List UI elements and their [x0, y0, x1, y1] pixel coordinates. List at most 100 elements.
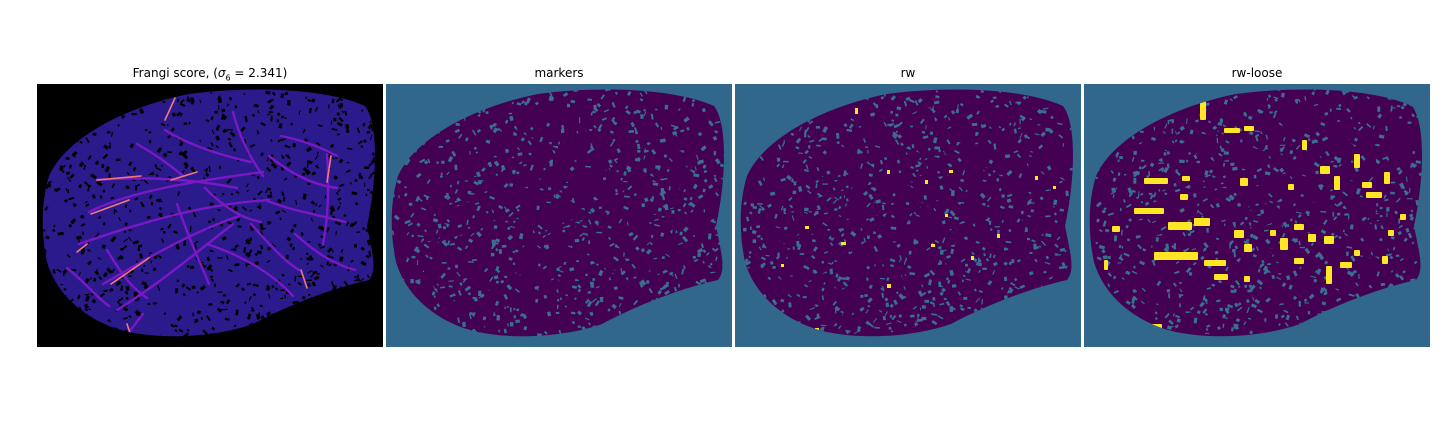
texture-pore	[960, 258, 966, 263]
texture-pore	[111, 268, 115, 274]
texture-pore	[280, 289, 285, 292]
texture-pore	[53, 224, 56, 228]
texture-pore	[1407, 232, 1413, 239]
texture-pore	[216, 208, 221, 212]
texture-pore	[491, 239, 495, 243]
texture-pore	[1391, 107, 1396, 109]
texture-pore	[217, 257, 223, 259]
texture-pore	[330, 120, 333, 125]
texture-pore	[1016, 218, 1021, 223]
texture-pore	[890, 202, 894, 206]
texture-pore	[125, 296, 129, 301]
texture-pore	[1205, 174, 1211, 178]
texture-pore	[148, 173, 153, 176]
texture-pore	[890, 214, 895, 219]
texture-pore	[990, 99, 994, 104]
texture-pore	[781, 164, 785, 169]
texture-pore	[798, 152, 804, 154]
texture-pore	[124, 203, 128, 208]
texture-pore	[774, 213, 778, 219]
texture-pore	[454, 189, 459, 194]
segmented-vessel	[1112, 226, 1120, 232]
texture-pore	[218, 165, 222, 169]
texture-pore	[1320, 229, 1327, 235]
texture-pore	[701, 107, 706, 113]
texture-pore	[1013, 122, 1016, 127]
texture-pore	[410, 278, 414, 284]
texture-pore	[695, 280, 702, 286]
texture-pore	[170, 323, 175, 328]
texture-pore	[84, 295, 91, 302]
texture-pore	[1227, 304, 1234, 309]
texture-pore	[88, 308, 92, 310]
texture-pore	[307, 269, 313, 274]
vessel	[929, 110, 963, 178]
texture-pore	[85, 137, 90, 144]
texture-pore	[1346, 251, 1349, 256]
texture-pore	[182, 293, 186, 297]
texture-pore	[683, 226, 689, 233]
texture-pore	[998, 125, 1002, 129]
texture-pore	[1164, 192, 1168, 196]
texture-pore	[804, 149, 809, 155]
vessel	[873, 202, 909, 286]
texture-pore	[257, 175, 260, 180]
texture-pore	[163, 153, 167, 157]
texture-pore	[84, 181, 90, 187]
texture-pore	[1054, 243, 1059, 249]
texture-pore	[206, 256, 211, 262]
texture-pore	[295, 199, 298, 205]
texture-pore	[982, 203, 986, 206]
texture-pore	[672, 130, 678, 136]
texture-pore	[804, 284, 809, 288]
texture-pore	[613, 256, 620, 262]
texture-pore	[335, 188, 341, 194]
texture-pore	[142, 264, 146, 268]
texture-pore	[148, 194, 153, 200]
texture-pore	[259, 226, 264, 231]
texture-pore	[845, 198, 849, 202]
texture-pore	[366, 239, 371, 246]
texture-pore	[1008, 100, 1013, 106]
texture-pore	[691, 103, 695, 107]
texture-pore	[1243, 321, 1247, 326]
texture-pore	[1003, 261, 1008, 266]
texture-pore	[1281, 224, 1284, 228]
texture-pore	[1225, 197, 1232, 203]
texture-pore	[1185, 267, 1192, 274]
texture-pore	[148, 139, 152, 144]
vessel	[454, 248, 498, 300]
texture-pore	[1329, 108, 1332, 112]
texture-pore	[890, 329, 894, 333]
texture-pore	[1204, 312, 1208, 316]
texture-pore	[1065, 190, 1069, 197]
texture-pore	[1098, 229, 1103, 233]
segmented-vessel	[1214, 274, 1228, 280]
texture-pore	[1368, 284, 1373, 289]
texture-pore	[446, 171, 450, 176]
texture-pore	[1042, 107, 1049, 110]
texture-pore	[1255, 245, 1259, 251]
texture-pore	[690, 209, 694, 213]
texture-pore	[1038, 245, 1042, 248]
texture-pore	[96, 232, 100, 236]
texture-pore	[1292, 295, 1298, 301]
texture-pore	[446, 196, 451, 201]
texture-pore	[178, 328, 184, 333]
texture-pore	[473, 146, 478, 150]
texture-pore	[222, 301, 225, 305]
texture-pore	[955, 108, 960, 114]
texture-pore	[856, 328, 861, 333]
texture-pore	[256, 250, 262, 255]
texture-pore	[1142, 248, 1147, 252]
texture-pore	[845, 276, 850, 281]
texture-pore	[443, 226, 446, 230]
vessel-highlight	[164, 97, 176, 121]
texture-pore	[1390, 181, 1396, 184]
texture-pore	[1048, 276, 1053, 280]
texture-pore	[649, 221, 652, 225]
texture-pore	[1240, 139, 1243, 143]
texture-pore	[976, 262, 979, 265]
texture-pore	[1233, 323, 1238, 330]
texture-pore	[1412, 241, 1414, 245]
